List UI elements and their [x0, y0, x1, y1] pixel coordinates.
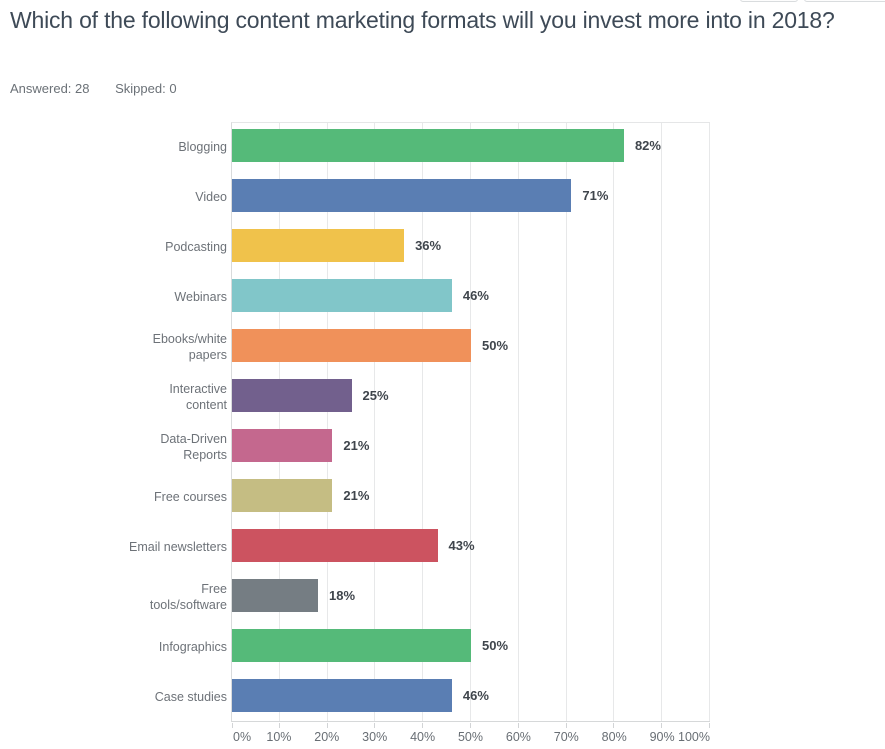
bar-row: 46% — [232, 673, 710, 723]
bar-podcasting — [232, 229, 405, 262]
answered-count: Answered: 28 — [10, 81, 90, 96]
value-label: 82% — [634, 138, 661, 153]
value-label: 18% — [329, 588, 356, 603]
bar-row: 71% — [232, 173, 710, 223]
axis-tick-30% — [374, 723, 376, 728]
value-label: 43% — [448, 538, 475, 553]
response-meta: Answered: 28 Skipped: 0 — [10, 81, 199, 96]
bar-free-tools-software — [232, 579, 319, 612]
axis-tick-70% — [565, 723, 567, 728]
axis-tick-20% — [326, 723, 328, 728]
bar-data-driven-reports — [232, 429, 333, 462]
gridline-80% — [613, 123, 615, 721]
value-label: 36% — [415, 238, 442, 253]
gridline-50% — [470, 123, 471, 721]
category-label: Infographics — [158, 640, 227, 654]
gridline-100% — [709, 123, 710, 721]
bar-row: 50% — [232, 623, 710, 673]
x-tick-label-20%: 20% — [314, 730, 340, 744]
bar-blogging — [232, 129, 624, 162]
axis-tick-90% — [661, 723, 663, 728]
x-tick-label-100%: 100% — [678, 730, 710, 744]
value-label: 71% — [582, 188, 609, 203]
bar-webinars — [232, 279, 452, 312]
category-label: Podcasting — [165, 240, 227, 254]
axis-tick-10% — [278, 723, 280, 728]
bar-row: 36% — [232, 223, 710, 273]
category-label: Case studies — [154, 690, 227, 704]
value-label: 25% — [362, 388, 389, 403]
bar-free-courses — [232, 479, 333, 512]
category-labels: Blogging Video Podcasting Webinars Ebooks/wh… — [125, 122, 227, 722]
category-label: Video — [195, 190, 227, 204]
x-tick-label-60%: 60% — [505, 730, 531, 744]
bar-row: 21% — [232, 473, 710, 523]
cropped-toolbar-button-2[interactable] — [804, 0, 885, 2]
category-label: Interactive content — [169, 382, 227, 412]
gridline-20% — [326, 123, 328, 721]
gridline-40% — [422, 123, 424, 721]
bar-case-studies — [232, 679, 452, 712]
gridline-90% — [661, 123, 663, 721]
bar-row: 82% — [232, 123, 710, 173]
bar-row: 50% — [232, 323, 710, 373]
bar-row: 18% — [232, 573, 710, 623]
category-label: Webinars — [174, 290, 227, 304]
x-tick-label-70%: 70% — [553, 730, 579, 744]
bar-row: 43% — [232, 523, 710, 573]
value-label: 50% — [482, 338, 509, 353]
value-label: 21% — [343, 438, 370, 453]
axis-tick-0% — [232, 723, 233, 728]
category-label: Free courses — [154, 490, 227, 504]
bar-email-newsletters — [232, 529, 438, 562]
category-label: Free tools/software — [149, 582, 227, 612]
gridline-60% — [517, 123, 519, 721]
skipped-count: Skipped: 0 — [115, 81, 177, 96]
axis-tick-60% — [517, 723, 519, 728]
x-tick-label-90%: 90% — [649, 730, 675, 744]
value-label: 46% — [462, 688, 489, 703]
bar-row: 46% — [232, 273, 710, 323]
gridline-30% — [374, 123, 376, 721]
x-tick-label-0%: 0% — [233, 730, 252, 744]
plot-area: 82% 71% 36% 46% 50% 25% 21% 21% 43% 18% 50% 46% — [231, 122, 710, 728]
value-label: 50% — [482, 638, 509, 653]
x-tick-label-30%: 30% — [362, 730, 388, 744]
x-tick-label-50%: 50% — [457, 730, 484, 744]
x-tick-label-80%: 80% — [601, 730, 627, 744]
axis-tick-100% — [709, 723, 710, 728]
value-label: 21% — [343, 488, 370, 503]
question-title: Which of the following content marketing… — [10, 7, 835, 33]
bar-row: 21% — [232, 423, 710, 473]
cropped-toolbar-button-1[interactable] — [740, 0, 798, 2]
axis-tick-50% — [470, 723, 471, 728]
category-label: Data-Driven Reports — [160, 432, 227, 462]
bar-ebooks-white-papers — [232, 329, 471, 362]
gridline-70% — [565, 123, 567, 721]
axis-tick-40% — [422, 723, 424, 728]
category-label: Email newsletters — [129, 540, 227, 554]
gridline-10% — [278, 123, 280, 721]
x-tick-label-10%: 10% — [266, 730, 292, 744]
category-label: Ebooks/white papers — [152, 332, 227, 362]
x-tick-label-40%: 40% — [410, 730, 436, 744]
bar-infographics — [232, 629, 471, 662]
value-label: 46% — [462, 288, 489, 303]
bar-chart: Blogging Video Podcasting Webinars Ebooks/wh… — [0, 122, 885, 749]
bar-video — [232, 179, 572, 212]
category-label: Blogging — [178, 140, 227, 154]
axis-tick-80% — [613, 723, 615, 728]
x-axis: 0% 10% 20% 30% 40% 50% 60% 70% 80% 90% 100% — [231, 730, 710, 746]
bar-row: 25% — [232, 373, 710, 423]
bar-interactive-content — [232, 379, 352, 412]
